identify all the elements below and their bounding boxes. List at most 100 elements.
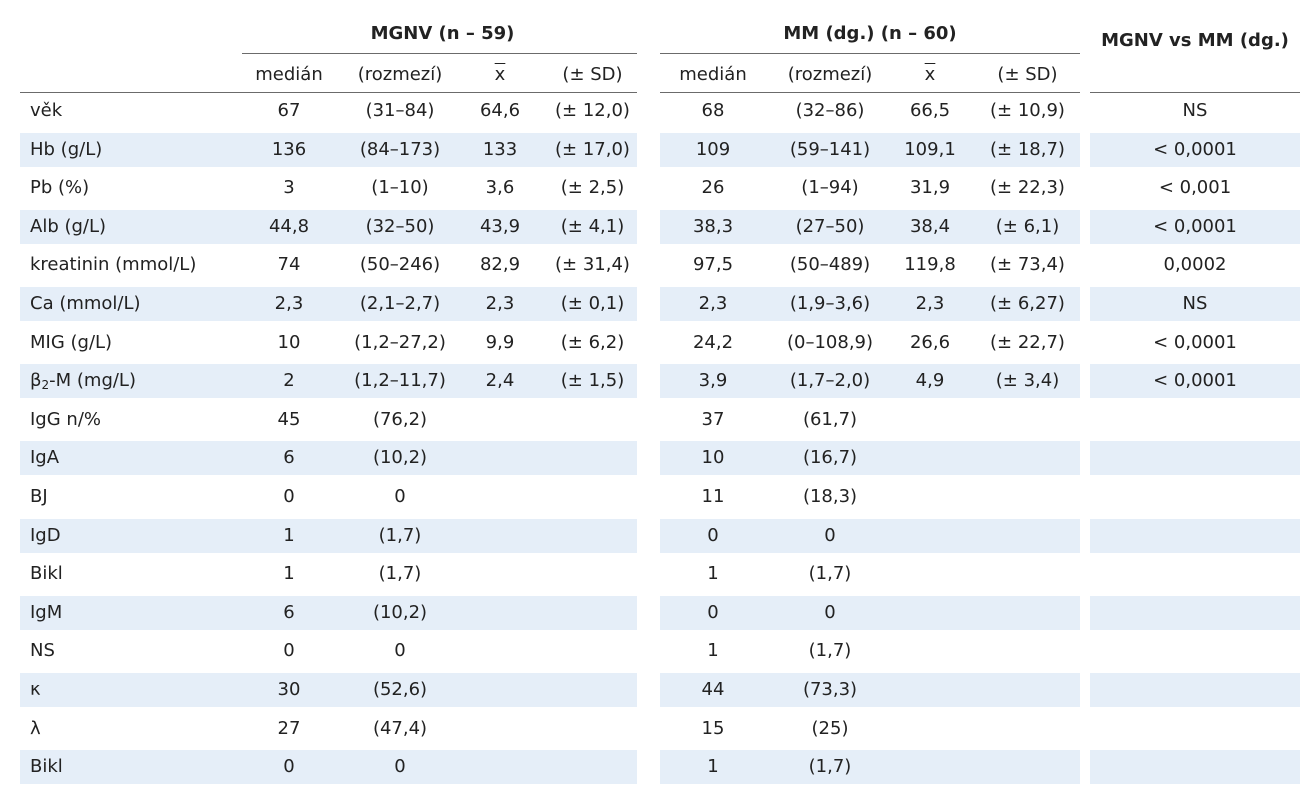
p-value-cell: < 0,001 bbox=[1158, 177, 1232, 199]
mgnv-range-cell: (10,2) bbox=[372, 447, 428, 469]
mm-median-cell: 26 bbox=[701, 177, 725, 199]
mgnv-range-cell: (10,2) bbox=[372, 601, 428, 623]
row-stripe bbox=[660, 518, 1080, 553]
mm-mean-cell bbox=[900, 403, 960, 437]
table-row: IgD 1 (1,7) 0 0 bbox=[0, 518, 1306, 553]
row-stripe bbox=[660, 209, 1080, 244]
row-stripe bbox=[242, 595, 637, 630]
mgnv-mean-cell bbox=[470, 750, 530, 784]
mgnv-mean-cell bbox=[470, 634, 530, 668]
mm-sd-cell bbox=[975, 441, 1080, 475]
mm-mean-cell bbox=[900, 441, 960, 475]
header-rule-left bbox=[20, 92, 250, 93]
mgnv-range-cell: (2,1–2,7) bbox=[359, 293, 441, 314]
row-stripe bbox=[1090, 132, 1300, 167]
mm-sd-cell bbox=[975, 712, 1080, 746]
mm-mean-cell bbox=[900, 596, 960, 630]
mgnv-mean-cell bbox=[470, 441, 530, 475]
row-label-text: IgG n/% bbox=[30, 408, 101, 430]
mm-median-cell: 109 bbox=[695, 138, 731, 160]
col-sd-mgnv: (± SD) bbox=[562, 64, 623, 85]
mm-range-cell: (16,7) bbox=[802, 447, 858, 469]
mm-mean-cell bbox=[900, 634, 960, 668]
row-label-text: β bbox=[30, 370, 42, 392]
mm-sd-cell: (± 3,4) bbox=[995, 370, 1060, 392]
mgnv-sd-cell bbox=[545, 712, 640, 746]
mm-range-cell: (18,3) bbox=[802, 486, 858, 507]
mgnv-mean-cell: 9,9 bbox=[485, 331, 515, 353]
mgnv-median-cell: 27 bbox=[277, 717, 301, 739]
header-group-compare: MGNV vs MM (dg.) bbox=[1101, 30, 1289, 51]
mgnv-mean-cell: 64,6 bbox=[479, 100, 521, 121]
p-value-cell bbox=[1090, 441, 1300, 475]
mgnv-median-cell: 2,3 bbox=[274, 293, 304, 314]
mm-median-cell: 24,2 bbox=[692, 331, 734, 353]
mm-mean-cell: 4,9 bbox=[915, 370, 945, 392]
mm-range-cell: (73,3) bbox=[802, 679, 858, 700]
mm-range-cell: (1,7) bbox=[808, 756, 852, 778]
mm-median-cell: 1 bbox=[707, 640, 719, 662]
row-label-subscript: 2 bbox=[41, 378, 50, 393]
mgnv-mean-cell: 43,9 bbox=[479, 215, 521, 237]
mm-sd-cell bbox=[975, 480, 1080, 514]
mgnv-range-cell: (50–246) bbox=[359, 254, 441, 276]
mgnv-range-cell: (1,2–11,7) bbox=[354, 370, 446, 392]
mm-sd-cell: (± 22,3) bbox=[990, 177, 1065, 199]
row-label: NS bbox=[30, 634, 245, 668]
p-value-cell bbox=[1090, 596, 1300, 630]
mgnv-sd-cell: (± 17,0) bbox=[555, 138, 630, 160]
row-stripe bbox=[20, 209, 250, 244]
p-value-cell bbox=[1090, 673, 1300, 707]
mgnv-mean-cell: 82,9 bbox=[479, 254, 521, 276]
mm-median-cell: 2,3 bbox=[698, 293, 728, 314]
mgnv-mean-cell bbox=[470, 596, 530, 630]
p-value-cell bbox=[1090, 403, 1300, 437]
mgnv-mean-cell: 2,4 bbox=[485, 370, 515, 392]
mgnv-sd-cell bbox=[545, 750, 640, 784]
mm-range-cell: (1–94) bbox=[801, 177, 859, 199]
mm-range-cell: (1,9–3,6) bbox=[789, 293, 871, 314]
row-stripe bbox=[242, 750, 637, 785]
mm-range-cell: (50–489) bbox=[789, 254, 871, 276]
table-row: kreatinin (mmol/L) 74 (50–246) 82,9 (± 31,4)… bbox=[0, 248, 1306, 282]
table-row: NS 0 0 1 (1,7) bbox=[0, 634, 1306, 668]
mm-mean-cell: 26,6 bbox=[909, 331, 951, 353]
row-label: β2-M (mg/L) bbox=[30, 364, 245, 398]
row-label: Bikl bbox=[30, 750, 245, 784]
mgnv-range-cell: (31–84) bbox=[365, 100, 435, 121]
mgnv-range-cell: (47,4) bbox=[372, 717, 428, 739]
mm-median-cell: 3,9 bbox=[698, 370, 728, 392]
mm-range-cell: (1,7) bbox=[808, 640, 852, 662]
table-row: věk 67 (31–84) 64,6 (± 12,0) 68 (32–86) 66,5 (± … bbox=[0, 94, 1306, 128]
mgnv-median-cell: 6 bbox=[283, 447, 295, 469]
mm-sd-cell: (± 6,27) bbox=[990, 293, 1065, 314]
p-value-cell bbox=[1090, 634, 1300, 668]
mm-range-cell: (1,7) bbox=[808, 563, 852, 585]
mgnv-range-cell: 0 bbox=[394, 640, 406, 662]
mm-range-cell: (0–108,9) bbox=[786, 331, 874, 353]
table-row: IgA 6 (10,2) 10 (16,7) bbox=[0, 441, 1306, 476]
row-stripe bbox=[20, 673, 250, 707]
row-stripe bbox=[20, 441, 250, 476]
mgnv-median-cell: 10 bbox=[277, 331, 301, 353]
row-label: Pb (%) bbox=[30, 171, 245, 205]
col-range-mm: (rozmezí) bbox=[787, 64, 873, 85]
header-rule-compare bbox=[1090, 92, 1300, 93]
row-stripe bbox=[1090, 518, 1300, 553]
row-stripe bbox=[1090, 673, 1300, 707]
mgnv-sd-cell: (± 2,5) bbox=[560, 177, 625, 199]
mm-mean-cell bbox=[900, 712, 960, 746]
mgnv-sd-cell: (± 1,5) bbox=[560, 370, 625, 392]
p-value-cell: < 0,0001 bbox=[1153, 370, 1237, 392]
mm-sd-cell bbox=[975, 403, 1080, 437]
mgnv-median-cell: 0 bbox=[283, 486, 295, 507]
mm-range-cell: (27–50) bbox=[795, 215, 865, 237]
p-value-cell bbox=[1090, 519, 1300, 553]
row-label-text: κ bbox=[30, 679, 41, 700]
mm-mean-cell bbox=[900, 673, 960, 707]
header-group-mgnv: MGNV (n – 59) bbox=[370, 23, 515, 44]
p-value-cell bbox=[1090, 712, 1300, 746]
mgnv-range-cell: (76,2) bbox=[372, 408, 428, 430]
mm-median-cell: 10 bbox=[701, 447, 725, 469]
table-row: IgM 6 (10,2) 0 0 bbox=[0, 595, 1306, 630]
